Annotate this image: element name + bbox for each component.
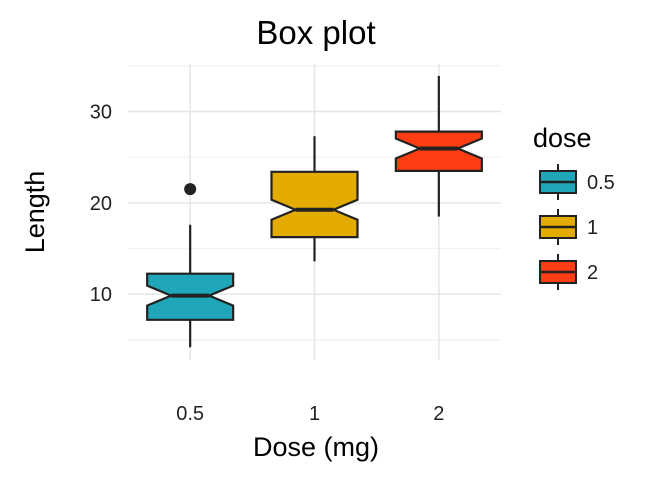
- y-tick-labels: 10 20 30: [90, 102, 112, 307]
- box-0.5: [146, 183, 235, 348]
- box-body: [270, 170, 359, 239]
- legend-entry-label: 1: [587, 217, 598, 239]
- legend-title: dose: [533, 123, 592, 153]
- legend-entry-1: 1: [539, 209, 598, 245]
- y-axis-label: Length: [20, 171, 50, 254]
- box-body: [394, 130, 483, 172]
- x-tick-labels: 0.5 1 2: [176, 403, 444, 425]
- y-tick-label: 20: [90, 193, 112, 215]
- legend-entry-label: 2: [587, 262, 598, 284]
- legend-entry-2: 2: [539, 254, 598, 290]
- legend-entry-0.5: 0.5: [539, 164, 615, 200]
- legend: dose 0.5 1 2: [533, 123, 615, 290]
- legend-entry-label: 0.5: [587, 172, 615, 194]
- x-tick-label: 0.5: [176, 403, 204, 425]
- box-1: [270, 136, 359, 262]
- box-2: [394, 75, 483, 217]
- chart-title: Box plot: [256, 14, 375, 51]
- y-tick-label: 30: [90, 102, 112, 124]
- x-tick-label: 1: [309, 403, 320, 425]
- legend-keys: 0.5 1 2: [539, 164, 615, 290]
- y-tick-label: 10: [90, 284, 112, 306]
- x-axis-label: Dose (mg): [253, 432, 379, 462]
- outlier-point: [184, 183, 197, 196]
- boxes: [146, 75, 483, 348]
- x-tick-label: 2: [433, 403, 444, 425]
